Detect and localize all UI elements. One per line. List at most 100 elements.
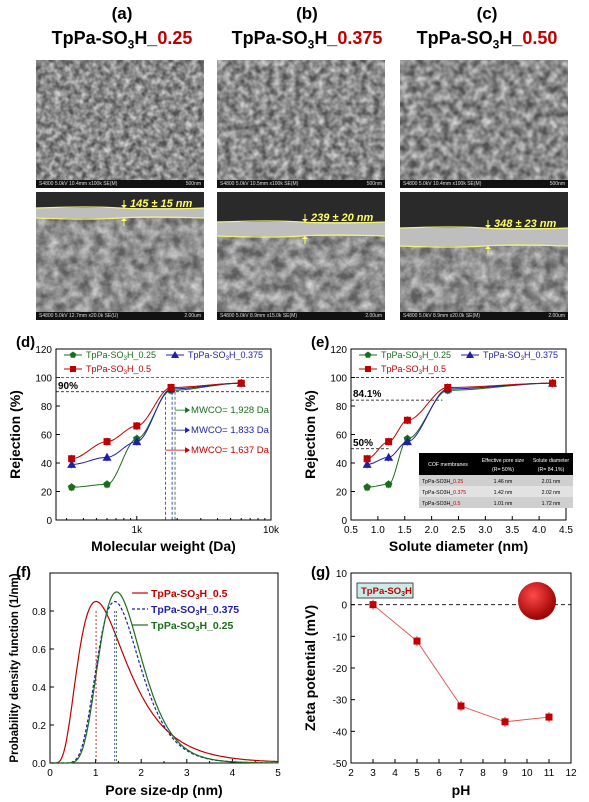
x-tick-label: 12 xyxy=(565,768,577,779)
y-tick-label: 80 xyxy=(41,402,53,413)
sem-info-bar: S4800 5.0kV 10.4mm x100k SE(M) 500nm xyxy=(400,180,568,188)
table-row xyxy=(419,497,573,508)
table-header-sub: (R= 50%) xyxy=(492,467,514,473)
y-tick-label: -30 xyxy=(333,696,348,707)
panel-title: TpPa-SO3H_0.25 xyxy=(51,28,193,52)
x-tick-label: 2 xyxy=(348,768,354,779)
data-point xyxy=(167,383,175,391)
y-tick-label: -10 xyxy=(333,632,348,643)
y-tick-label: 0.4 xyxy=(32,683,46,694)
x-tick-label: 1k xyxy=(132,525,144,536)
thickness-label: 348 ± 23 nm xyxy=(494,218,557,230)
table-header: COF membranes xyxy=(428,462,468,468)
x-tick-label: 3 xyxy=(370,768,376,779)
y-tick-label: 0.0 xyxy=(32,759,46,770)
table-cell-pore: 1.01 nm xyxy=(494,501,513,507)
arrow-head xyxy=(185,447,191,454)
data-point xyxy=(69,351,77,358)
y-tick-label: 80 xyxy=(336,402,348,413)
x-tick-label: 8 xyxy=(480,768,486,779)
x-axis-label: pH xyxy=(452,782,471,798)
data-point xyxy=(384,480,393,488)
y-tick-label: 100 xyxy=(330,374,347,385)
table-cell-name: TpPa-SO3H_0.375 xyxy=(422,490,466,496)
data-point xyxy=(369,601,377,609)
x-tick-label: 3.5 xyxy=(505,525,519,536)
mwco-annotation: MWCO= 1,637 Da xyxy=(191,445,270,456)
y-tick-label: 0.2 xyxy=(32,721,46,732)
x-tick-label: 1.5 xyxy=(398,525,412,536)
table-cell-solute: 2.02 nm xyxy=(542,490,561,496)
y-axis-label: Probability density function (1/nm) xyxy=(9,573,21,762)
x-tick-label: 4 xyxy=(230,768,236,779)
y-tick-label: 40 xyxy=(336,459,348,470)
chart-e-rejection-vs-diameter: (e) 0 20 40 60 80 100 120 0.5 1.0 1.5 2.0 2.5 3.0 3.5 4… xyxy=(302,334,573,554)
x-tick-label: 7 xyxy=(458,768,464,779)
x-tick-label: 1 xyxy=(93,768,99,779)
mwco-annotation: MWCO= 1,928 Da xyxy=(191,405,270,416)
y-tick-label: 20 xyxy=(336,488,348,499)
series-line xyxy=(71,382,242,460)
y-tick-label: 0.6 xyxy=(32,645,46,656)
data-point xyxy=(501,718,509,726)
data-point xyxy=(549,379,557,387)
summary-table: COF membranes Effective pore size (R= 50%)… xyxy=(419,453,573,508)
legend-entry: TpPa-SO3H_0.5 xyxy=(381,364,446,376)
membrane-disc-icon xyxy=(518,582,556,620)
table-cell-pore: 1.46 nm xyxy=(494,479,513,485)
y-tick-label: 10 xyxy=(336,569,348,580)
table-header: Effective pore size xyxy=(482,458,524,464)
table-cell-pore: 1.42 nm xyxy=(494,490,513,496)
x-tick-label: 2.0 xyxy=(425,525,439,536)
panel-label: (f) xyxy=(16,564,31,581)
data-point xyxy=(403,416,411,424)
data-point xyxy=(102,452,112,461)
y-axis-label: Rejection (%) xyxy=(7,390,23,479)
sem-info-bar: S4800 5.0kV 10.4mm x100k SE(M) 500nm xyxy=(36,180,204,188)
series-line xyxy=(366,382,553,460)
data-point xyxy=(363,455,371,463)
data-point xyxy=(237,379,245,387)
x-tick-label: 5 xyxy=(275,768,281,779)
panel-label: (e) xyxy=(311,334,329,351)
y-axis-label: Rejection (%) xyxy=(302,390,318,479)
data-point xyxy=(545,713,553,721)
data-point xyxy=(384,452,394,461)
panel-label: (d) xyxy=(16,334,35,351)
data-point xyxy=(68,455,76,463)
data-point xyxy=(402,437,412,446)
sem-info-bar: S4800 5.0kV 8.9mm x20.0k SE(M) 2.00um xyxy=(400,312,568,320)
x-tick-label: 0.5 xyxy=(344,525,358,536)
table-cell-name: TpPa-SO3H_0.25 xyxy=(422,479,463,485)
table-header-bg xyxy=(419,453,573,475)
data-point xyxy=(133,422,141,430)
reference-label: 50% xyxy=(353,438,373,449)
legend-entry: TpPa-SO3H_0.25 xyxy=(86,350,156,362)
data-point xyxy=(171,351,179,358)
series-line xyxy=(71,382,242,465)
axes xyxy=(49,572,279,764)
sem-surface-image: S4800 5.0kV 10.4mm x100k SE(M) 500nm xyxy=(400,60,568,188)
x-tick-label: 11 xyxy=(544,768,555,779)
table-header: Solute diameter xyxy=(533,458,570,464)
x-tick-label: 4.5 xyxy=(559,525,573,536)
x-tick-label: 6 xyxy=(436,768,442,779)
sample-badge xyxy=(356,582,414,599)
y-tick-label: 120 xyxy=(330,345,347,356)
legend-entry: TpPa-SO3H_0.375 xyxy=(151,604,239,617)
x-tick-label: 10 xyxy=(521,768,533,779)
legend-entry: TpPa-SO3H_0.5 xyxy=(151,588,228,601)
y-tick-label: 0 xyxy=(46,516,52,527)
legend-entry: TpPa-SO3H_0.5 xyxy=(86,364,151,376)
y-tick-label: 100 xyxy=(35,374,52,385)
sem-surface-image: S4800 5.0kV 10.4mm x100k SE(M) 500nm xyxy=(36,60,204,188)
data-point xyxy=(103,480,111,488)
table-header-sub: (R= 84.1%) xyxy=(538,467,565,473)
series-line xyxy=(367,382,553,465)
sem-surface-image: S4800 5.0kV 10.5mm x100k SE(M) 500nm xyxy=(217,60,385,188)
sem-cross-section-image: 348 ± 23 nm S4800 5.0kV 8.9mm x20.0k SE(M… xyxy=(400,192,568,320)
data-point xyxy=(70,366,76,372)
x-tick-label: 9 xyxy=(502,768,508,779)
y-tick-label: 120 xyxy=(35,345,52,356)
data-point xyxy=(457,702,465,710)
